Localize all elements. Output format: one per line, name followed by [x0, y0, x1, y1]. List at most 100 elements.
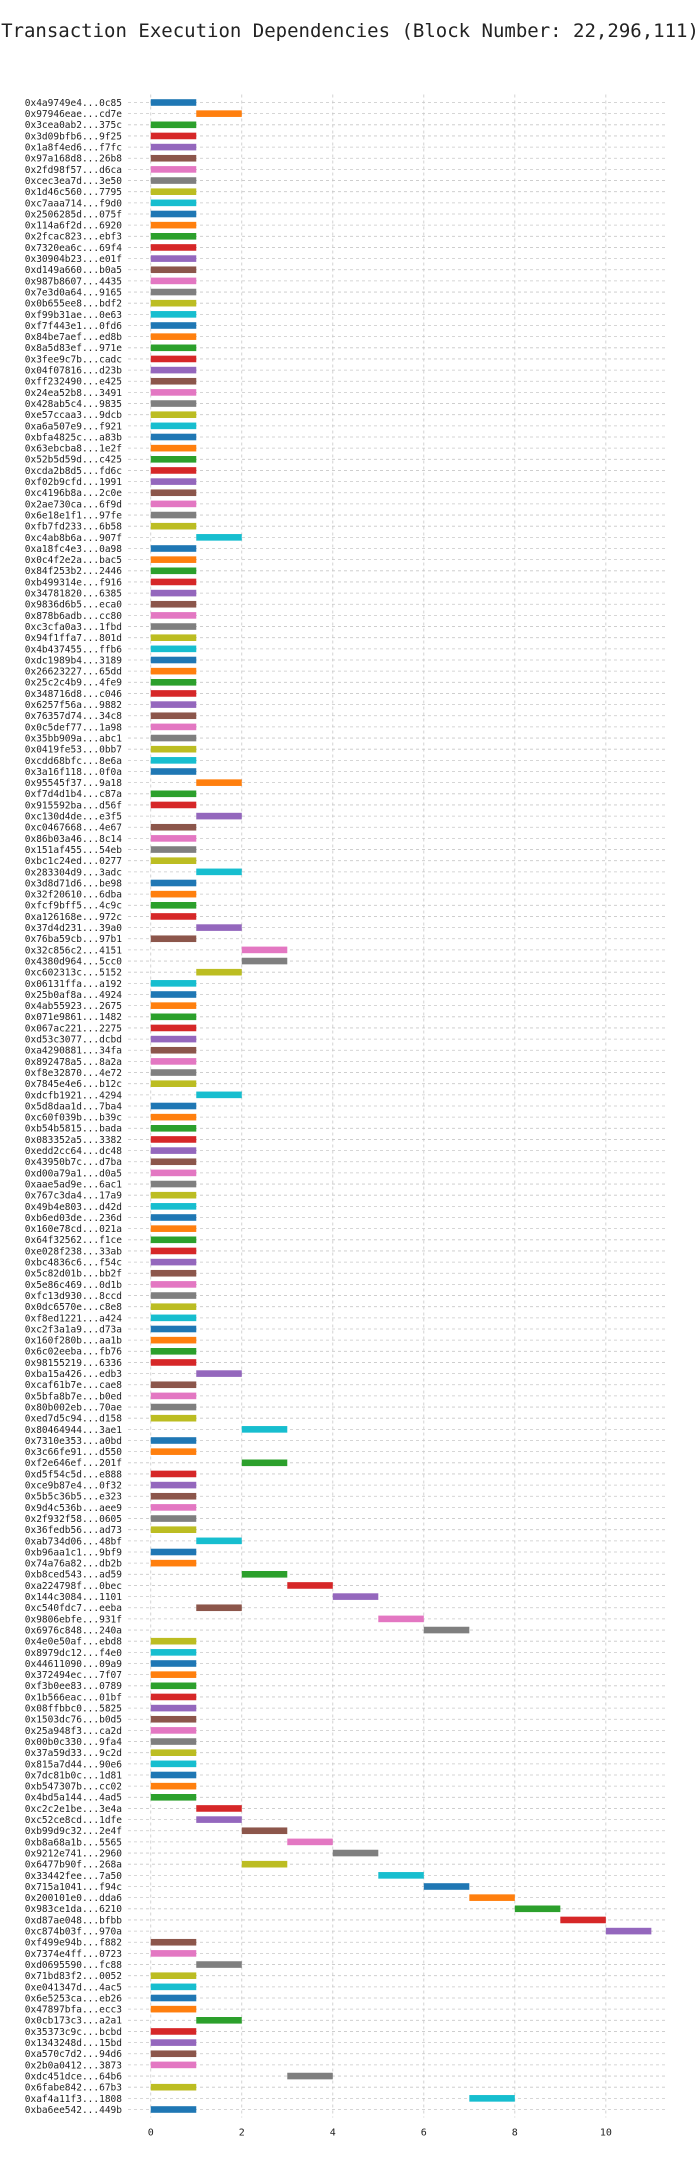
transaction-bar	[150, 199, 197, 207]
x-tick-label: 10	[600, 2128, 612, 2139]
y-tick-label: 0xb547307b...cc02	[25, 1782, 122, 1793]
y-tick-label: 0xf7f443e1...0fd6	[25, 321, 123, 332]
transaction-bar	[150, 757, 197, 764]
transaction-bar	[150, 1794, 197, 1801]
y-tick-label: 0x144c3084...1101	[25, 1592, 123, 1603]
transaction-bar	[150, 1749, 197, 1756]
transaction-bar	[150, 177, 197, 184]
y-tick-label: 0x84be7aef...ed8b	[25, 332, 123, 343]
transaction-bar	[150, 890, 197, 898]
transaction-bar	[150, 846, 197, 853]
y-tick-label: 0x00b0c330...9fa4	[25, 1737, 123, 1748]
y-tick-label: 0xdcfb1921...4294	[25, 1090, 123, 1101]
y-tick-label: 0xb8ced543...ad59	[25, 1570, 123, 1581]
y-tick-label: 0x3a16f118...0f0a	[25, 767, 122, 778]
transaction-bar	[150, 1180, 197, 1188]
transaction-bar	[150, 355, 197, 363]
y-tick-label: 0x071e9861...1482	[25, 1012, 122, 1023]
y-tick-label: 0xa126168e...972c	[25, 912, 122, 923]
transaction-bar	[150, 1704, 197, 1712]
transaction-bar	[150, 1069, 197, 1076]
transaction-bar	[150, 2028, 197, 2035]
transaction-bar	[150, 1760, 197, 1768]
y-tick-label: 0x6fabe842...67b3	[25, 2083, 122, 2094]
transaction-bar	[150, 1994, 197, 2002]
y-tick-label: 0xfb7fd233...6b58	[25, 522, 123, 533]
y-tick-label: 0xce9b87e4...0f32	[25, 1481, 122, 1492]
transaction-bar	[150, 1281, 197, 1288]
transaction-bar	[150, 1671, 197, 1678]
transaction-bar	[150, 823, 197, 831]
transaction-bar	[150, 377, 197, 385]
transaction-bar	[150, 244, 197, 251]
x-tick-label: 2	[239, 2128, 245, 2139]
y-tick-label: 0xb499314e...f916	[25, 577, 123, 588]
y-tick-label: 0x6e18e1f1...97fe	[25, 510, 123, 521]
y-tick-label: 0x35bb909a...abc1	[25, 733, 123, 744]
transaction-bar	[150, 745, 197, 753]
grid	[128, 94, 665, 2118]
transaction-bar	[150, 2061, 197, 2069]
transaction-bar	[150, 2050, 197, 2058]
y-tick-label: 0x1a8f4ed6...f7fc	[25, 143, 122, 154]
y-tick-label: 0x34781820...6385	[25, 589, 122, 600]
transaction-bar	[150, 1492, 197, 1500]
transaction-bar	[150, 255, 197, 262]
y-tick-label: 0xb6ed03de...236d	[25, 1213, 122, 1224]
y-tick-label: 0x4e0e50af...ebd8	[25, 1637, 123, 1648]
transaction-bar	[150, 489, 197, 497]
y-tick-label: 0xf8e32870...4e72	[25, 1068, 122, 1079]
transaction-bar	[150, 433, 197, 441]
y-tick-label: 0x43950b7c...d7ba	[25, 1157, 122, 1168]
y-tick-label: 0x3d09bfb6...9f25	[25, 131, 122, 142]
y-tick-label: 0x35373c9c...bcbd	[25, 2027, 122, 2038]
transaction-bar	[150, 389, 197, 396]
y-tick-label: 0xf7d4d1b4...c87a	[25, 789, 122, 800]
y-tick-label: 0x98155219...6336	[25, 1358, 123, 1369]
transaction-bar	[150, 2005, 197, 2013]
y-tick-label: 0x4ab55923...2675	[25, 1001, 122, 1012]
transaction-bar	[150, 2083, 197, 2091]
y-tick-label: 0x9212e741...2960	[25, 1848, 123, 1859]
transaction-bar	[605, 1927, 652, 1935]
y-tick-label: 0x64f32562...f1ce	[25, 1235, 123, 1246]
y-tick-label: 0xf3b0ee83...0789	[25, 1681, 123, 1692]
transaction-bar	[150, 790, 197, 798]
y-tick-label: 0x0c4f2e2a...bac5	[25, 555, 122, 566]
transaction-bar	[150, 1938, 197, 1946]
transaction-bar	[150, 679, 197, 686]
transaction-bar	[150, 556, 197, 563]
y-tick-label: 0xf2e646ef...201f	[25, 1458, 122, 1469]
y-tick-label: 0x37d4d231...39a0	[25, 923, 123, 934]
transaction-bar	[150, 712, 197, 720]
y-tick-label: 0x987b8607...4435	[25, 276, 122, 287]
y-tick-label: 0xa6a507e9...f921	[25, 421, 123, 432]
transaction-bar	[150, 2039, 197, 2046]
transaction-bar	[150, 1381, 197, 1389]
transaction-bar	[150, 857, 197, 864]
transaction-bar	[196, 779, 242, 786]
x-tick-label: 8	[512, 2128, 518, 2139]
transaction-bar	[150, 456, 197, 463]
chart-title: Transaction Execution Dependencies (Bloc…	[1, 20, 699, 42]
transaction-bar	[196, 534, 242, 541]
y-tick-label: 0x7310e353...a0bd	[25, 1436, 122, 1447]
transaction-bar	[514, 1905, 561, 1913]
transaction-bar	[150, 299, 197, 307]
transaction-bar	[150, 1303, 197, 1310]
transaction-bar	[196, 868, 242, 876]
y-tick-label: 0x1343248d...15bd	[25, 2038, 122, 2049]
y-tick-label: 0xedd2cc64...dc48	[25, 1146, 123, 1157]
y-tick-label: 0x6257f56a...9882	[25, 700, 122, 711]
y-tick-label: 0xc540fdc7...eeba	[25, 1603, 122, 1614]
transaction-bar	[241, 1426, 288, 1433]
transaction-bar	[150, 723, 197, 731]
y-tick-label: 0x878b6adb...cc80	[25, 611, 123, 622]
transaction-bar	[378, 1615, 424, 1623]
y-tick-label: 0x97a168d8...26b8	[25, 154, 123, 165]
transaction-bar	[287, 1582, 333, 1589]
transaction-bar	[150, 1348, 197, 1355]
y-tick-label: 0x283304d9...3adc	[25, 867, 122, 878]
transaction-bar	[150, 734, 197, 742]
transaction-bar	[150, 623, 197, 630]
